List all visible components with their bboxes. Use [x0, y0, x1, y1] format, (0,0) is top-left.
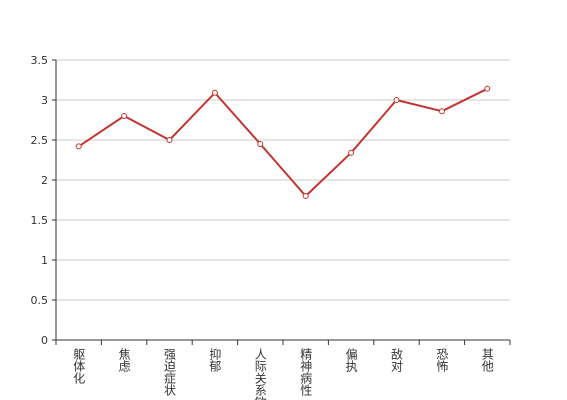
y-tick-label: 1	[41, 254, 48, 267]
point	[393, 97, 400, 103]
y-tick-label: 1.5	[31, 214, 49, 227]
y-tick-label: 2.5	[31, 134, 49, 147]
x-tick-label: 其他	[480, 348, 494, 372]
point	[75, 143, 82, 150]
x-tick-label: 敌对	[390, 347, 404, 372]
point	[438, 108, 445, 115]
y-tick-label: 2	[41, 174, 48, 187]
y-tick-label: 3.5	[31, 54, 49, 67]
point	[211, 89, 218, 96]
line	[78, 87, 488, 198]
x-tick-label: 人际关系敏感	[253, 348, 267, 400]
point	[121, 113, 128, 119]
point	[166, 137, 173, 143]
y-tick-label: 3	[41, 94, 48, 107]
point	[257, 141, 264, 147]
point	[302, 193, 309, 199]
x-tick-label: 躯体化	[72, 347, 86, 385]
x-tick-label: 恐怖	[435, 348, 449, 372]
y-tick-label: 0.5	[31, 294, 49, 307]
x-tick-label: 强迫症状	[163, 348, 177, 396]
point	[348, 149, 355, 156]
point	[484, 85, 491, 92]
x-tick-label: 抑郁	[208, 347, 222, 373]
x-tick-label: 焦虑	[117, 348, 131, 372]
x-tick-label: 精神病性	[299, 348, 313, 397]
x-tick-label: 偏执	[344, 347, 358, 373]
y-tick-label: 0	[41, 334, 48, 347]
